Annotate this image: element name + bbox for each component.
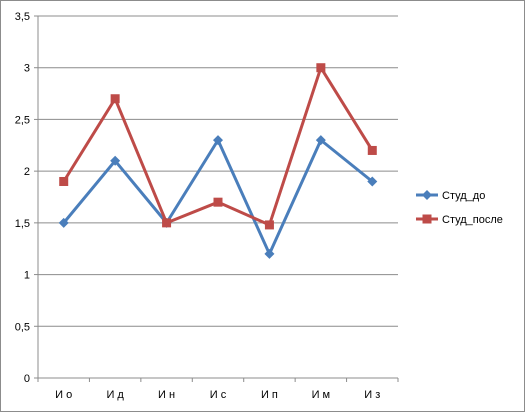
y-tick-label: 0,5 bbox=[15, 321, 30, 333]
data-point-diamond bbox=[58, 217, 69, 228]
data-point-diamond bbox=[213, 135, 223, 146]
legend-label: Студ_до bbox=[442, 190, 485, 202]
y-tick-label: 0 bbox=[24, 373, 30, 385]
x-tick-label: И н bbox=[158, 389, 175, 401]
series-line bbox=[62, 138, 374, 256]
x-tick-label: И п bbox=[261, 389, 278, 401]
data-point-square bbox=[59, 176, 69, 186]
y-tick-label: 3 bbox=[24, 63, 30, 75]
x-tick-label: И о bbox=[55, 389, 72, 401]
data-point-square bbox=[367, 145, 377, 155]
y-tick-label: 2 bbox=[24, 166, 30, 178]
data-point-square bbox=[264, 220, 274, 230]
data-point-diamond bbox=[264, 248, 275, 259]
legend-marker-diamond bbox=[422, 190, 432, 200]
y-tick-label: 1,5 bbox=[15, 218, 30, 230]
x-tick-label: И с bbox=[210, 389, 227, 401]
data-point-square bbox=[213, 197, 223, 207]
y-tick-label: 1 bbox=[24, 270, 30, 282]
x-tick-label: И з bbox=[364, 389, 380, 401]
y-tick-label: 3,5 bbox=[15, 11, 30, 23]
x-tick-label: И м bbox=[312, 389, 331, 401]
data-point-diamond bbox=[110, 155, 121, 166]
data-point-square bbox=[162, 218, 172, 228]
data-point-diamond bbox=[315, 135, 326, 146]
data-point-square bbox=[110, 94, 120, 104]
legend-marker-square bbox=[422, 214, 432, 224]
y-tick-label: 2,5 bbox=[15, 114, 30, 126]
data-point-diamond bbox=[367, 176, 378, 187]
data-point-square bbox=[316, 63, 326, 73]
x-tick-label: И д bbox=[106, 389, 124, 401]
legend-label: Студ_после bbox=[442, 214, 503, 226]
